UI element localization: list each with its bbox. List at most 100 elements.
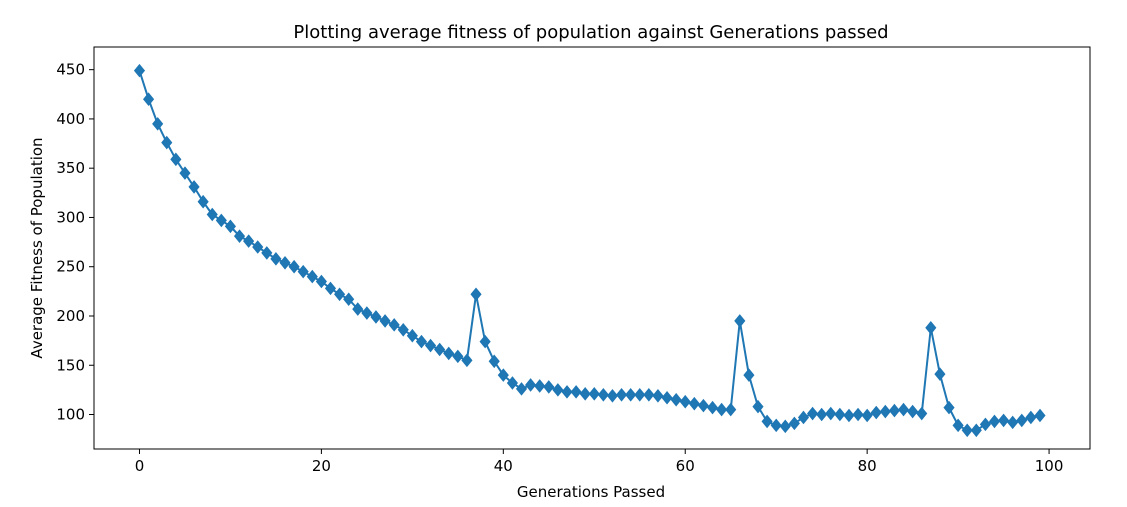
data-point: [1007, 415, 1019, 430]
data-point: [224, 219, 237, 234]
data-point: [998, 413, 1010, 428]
data-point: [888, 403, 901, 418]
x-tick-label: 80: [858, 457, 877, 475]
x-tick-label: 60: [676, 457, 695, 475]
data-point: [634, 388, 646, 402]
data-point: [197, 194, 209, 209]
data-point: [606, 389, 619, 403]
data-point: [306, 269, 318, 284]
y-tick-label: 400: [56, 110, 85, 128]
data-point: [588, 387, 600, 401]
data-point: [243, 234, 255, 248]
data-point: [716, 402, 728, 417]
data-point: [170, 152, 182, 167]
data-point: [988, 414, 1001, 429]
data-point: [488, 354, 500, 369]
data-point: [943, 400, 955, 415]
data-point: [961, 423, 973, 438]
data-point: [679, 394, 691, 409]
data-point: [543, 380, 555, 394]
data-point: [161, 135, 173, 150]
data-point: [288, 259, 300, 274]
data-point: [925, 321, 937, 335]
data-point: [370, 310, 382, 324]
chart-title: Plotting average fitness of population a…: [293, 22, 888, 43]
x-tick-label: 0: [135, 457, 145, 475]
data-point: [779, 419, 791, 434]
x-axis: 0 20 40 60 80 100: [135, 449, 1063, 475]
data-point: [734, 314, 746, 328]
data-point: [406, 328, 418, 343]
data-point: [143, 92, 155, 107]
data-point: [1034, 408, 1046, 423]
data-point: [825, 406, 837, 421]
data-point: [552, 383, 564, 397]
plot-area: [93, 46, 1091, 450]
data-point: [179, 166, 191, 180]
data-point: [570, 385, 582, 399]
data-point: [916, 406, 928, 421]
data-point: [752, 399, 764, 414]
data-point: [897, 402, 910, 417]
data-point: [334, 287, 346, 302]
data-point: [843, 408, 855, 423]
data-point: [188, 180, 200, 194]
data-point: [452, 349, 464, 364]
data-point: [879, 404, 891, 419]
x-axis-label: Generations Passed: [517, 483, 665, 501]
data-point: [297, 264, 309, 279]
data-point: [670, 392, 682, 407]
data-point: [761, 414, 773, 429]
data-point: [233, 229, 246, 243]
series-markers: [133, 63, 1046, 438]
data-point: [133, 63, 146, 78]
data-point: [797, 410, 810, 425]
data-point: [688, 396, 700, 411]
series-line: [138, 70, 1041, 432]
data-point: [534, 379, 546, 393]
data-point: [807, 406, 819, 421]
data-point: [352, 302, 364, 316]
data-point: [561, 385, 573, 399]
data-point: [615, 388, 628, 402]
data-point: [397, 322, 409, 337]
data-point: [215, 213, 227, 228]
data-point: [206, 207, 218, 222]
data-point: [697, 398, 709, 413]
y-tick-label: 350: [56, 159, 85, 177]
data-point: [434, 342, 446, 357]
data-point: [479, 334, 491, 349]
data-point: [770, 418, 782, 433]
data-point: [706, 400, 719, 415]
y-tick-label: 150: [56, 356, 85, 374]
data-point: [952, 418, 964, 433]
data-point: [315, 274, 327, 289]
data-point: [415, 334, 428, 349]
data-point: [625, 388, 637, 402]
data-point: [652, 389, 664, 403]
data-point: [861, 408, 873, 423]
data-point: [270, 252, 282, 266]
data-point: [834, 407, 846, 422]
data-point: [725, 402, 737, 417]
data-point: [497, 368, 509, 382]
data-point: [506, 376, 518, 390]
data-point: [1025, 410, 1037, 425]
data-point: [934, 367, 946, 381]
data-point: [279, 255, 291, 270]
data-point: [979, 417, 991, 432]
x-tick-label: 40: [494, 457, 513, 475]
y-axis-label: Average Fitness of Population: [28, 137, 46, 358]
data-point: [788, 416, 800, 431]
x-tick-label: 20: [312, 457, 331, 475]
y-tick-label: 300: [56, 208, 85, 226]
data-point: [261, 246, 273, 260]
data-point: [152, 117, 164, 131]
data-point: [1016, 413, 1028, 428]
data-point: [343, 292, 355, 307]
data-point: [907, 404, 919, 419]
data-point: [324, 281, 337, 296]
data-point: [743, 368, 755, 382]
data-point: [816, 407, 828, 422]
y-axis: 100 150 200 250 300 350 400 450: [56, 61, 94, 424]
